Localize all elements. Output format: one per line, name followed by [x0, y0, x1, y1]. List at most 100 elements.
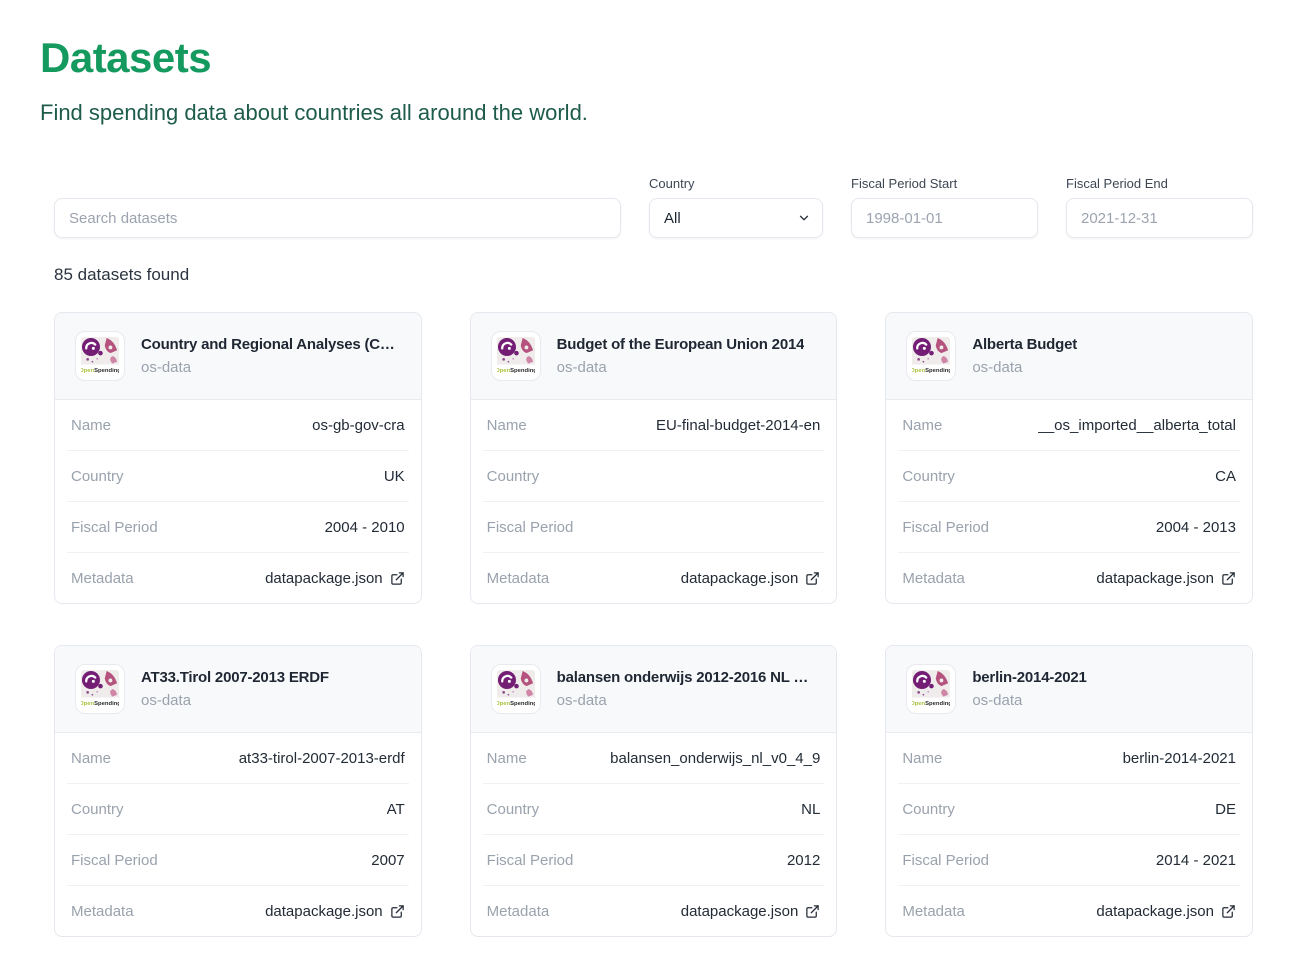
row-divider	[67, 501, 409, 502]
fiscal-period-row-label: Fiscal Period	[486, 851, 574, 869]
card-header: OpenSpending AT33.Tirol 2007-2013 ERDF o…	[55, 646, 421, 733]
external-link-icon	[1222, 571, 1235, 585]
dataset-owner: os-data	[141, 359, 192, 376]
dataset-title: AT33.Tirol 2007-2013 ERDF	[141, 669, 329, 686]
fiscal-period-row-label: Fiscal Period	[486, 518, 574, 536]
country-row: Country DE	[886, 784, 1252, 834]
row-divider	[67, 552, 409, 553]
dataset-name-value: berlin-2014-2021	[1122, 749, 1236, 767]
name-row: Name EU-final-budget-2014-en	[471, 400, 837, 450]
dataset-country-value: UK	[383, 467, 405, 485]
openspending-logo-icon: OpenSpending	[490, 331, 541, 381]
dataset-title: Country and Regional Analyses (CRA) - UK…	[141, 336, 401, 353]
name-row: Name os-gb-gov-cra	[55, 400, 421, 450]
row-divider	[898, 783, 1240, 784]
card-header: OpenSpending berlin-2014-2021 os-data	[886, 646, 1252, 733]
dataset-country-value: DE	[1215, 800, 1236, 818]
datapackage-link[interactable]: datapackage.json	[681, 570, 821, 587]
row-divider	[898, 501, 1240, 502]
datapackage-link-label: datapackage.json	[1096, 902, 1214, 920]
card-header: OpenSpending Alberta Budget os-data	[886, 313, 1252, 400]
openspending-logo-icon: OpenSpending	[75, 664, 125, 714]
row-divider	[67, 450, 409, 451]
dataset-name-value: balansen_onderwijs_nl_v0_4_9	[610, 749, 821, 767]
dataset-title: Budget of the European Union 2014	[556, 336, 805, 353]
fiscal-period-row: Fiscal Period	[471, 502, 837, 552]
metadata-row-label: Metadata	[902, 569, 965, 587]
name-row-label: Name	[486, 416, 527, 434]
row-divider	[482, 552, 825, 553]
name-row-label: Name	[902, 416, 943, 434]
card-body: Name os-gb-gov-cra Country UK Fiscal Per…	[55, 400, 421, 603]
metadata-row: Metadata datapackage.json	[886, 886, 1252, 936]
external-link-icon	[1222, 904, 1235, 918]
filter-bar: Country All Fiscal Period Start Fiscal P…	[54, 176, 1253, 238]
card-header: OpenSpending Country and Regional Analys…	[55, 313, 421, 400]
row-divider	[482, 501, 825, 502]
country-row: Country NL	[471, 784, 837, 834]
card-header: OpenSpending Budget of the European Unio…	[470, 313, 837, 400]
results-count: 85 datasets found	[54, 265, 190, 284]
fiscal-period-start-input[interactable]	[851, 198, 1038, 238]
page-title: Datasets	[40, 34, 212, 81]
fiscal-period-row: Fiscal Period 2004 - 2010	[55, 502, 421, 552]
datapackage-link[interactable]: datapackage.json	[681, 903, 821, 920]
external-link-icon	[390, 904, 404, 918]
metadata-row: Metadata datapackage.json	[55, 553, 421, 603]
page-subtitle: Find spending data about countries all a…	[40, 100, 588, 125]
metadata-row: Metadata datapackage.json	[55, 886, 421, 936]
metadata-row-label: Metadata	[486, 902, 550, 920]
dataset-card[interactable]: OpenSpending berlin-2014-2021 os-data Na…	[885, 645, 1253, 937]
svg-text:OpenSpending: OpenSpending	[912, 368, 950, 374]
country-row: Country CA	[886, 451, 1252, 501]
dataset-card[interactable]: OpenSpending AT33.Tirol 2007-2013 ERDF o…	[54, 645, 422, 937]
dataset-fiscal-period-value: 2012	[786, 851, 821, 869]
name-row-label: Name	[71, 416, 112, 434]
row-divider	[482, 450, 825, 451]
datapackage-link[interactable]: datapackage.json	[265, 903, 405, 920]
row-divider	[67, 885, 409, 886]
row-divider	[482, 783, 825, 784]
dataset-name-value: os-gb-gov-cra	[312, 416, 405, 434]
dataset-country-value: CA	[1215, 467, 1236, 485]
row-divider	[482, 834, 825, 835]
svg-text:OpenSpending: OpenSpending	[81, 368, 119, 374]
datapackage-link[interactable]: datapackage.json	[1096, 903, 1236, 920]
metadata-row-label: Metadata	[71, 902, 134, 920]
fiscal-period-row: Fiscal Period 2007	[55, 835, 421, 885]
dataset-card[interactable]: OpenSpending balansen onderwijs 2012-201…	[469, 645, 838, 937]
fiscal-period-row: Fiscal Period 2004 - 2013	[886, 502, 1252, 552]
dataset-title: Alberta Budget	[972, 336, 1078, 353]
datapackage-link[interactable]: datapackage.json	[1096, 570, 1236, 587]
fiscal-period-end-label: Fiscal Period End	[1066, 176, 1168, 191]
country-select[interactable]: All	[649, 198, 823, 238]
svg-text:OpenSpending: OpenSpending	[81, 701, 119, 707]
fiscal-period-row-label: Fiscal Period	[71, 851, 158, 869]
external-link-icon	[806, 571, 820, 585]
datapackage-link-label: datapackage.json	[265, 569, 383, 587]
name-row: Name berlin-2014-2021	[886, 733, 1252, 783]
openspending-logo-icon: OpenSpending	[490, 664, 541, 714]
search-input[interactable]	[54, 198, 621, 238]
datapackage-link[interactable]: datapackage.json	[265, 570, 405, 587]
dataset-owner: os-data	[141, 692, 192, 709]
dataset-card[interactable]: OpenSpending Budget of the European Unio…	[469, 312, 838, 604]
dataset-country-value: NL	[801, 800, 821, 818]
name-row: Name balansen_onderwijs_nl_v0_4_9	[471, 733, 837, 783]
country-row: Country UK	[55, 451, 421, 501]
dataset-title: berlin-2014-2021	[972, 669, 1087, 686]
metadata-row: Metadata datapackage.json	[471, 886, 837, 936]
card-body: Name EU-final-budget-2014-en Country Fis…	[471, 400, 837, 603]
card-body: Name berlin-2014-2021 Country DE Fiscal …	[886, 733, 1252, 936]
dataset-owner: os-data	[972, 359, 1023, 376]
dataset-owner: os-data	[972, 692, 1023, 709]
fiscal-period-end-input[interactable]	[1066, 198, 1253, 238]
dataset-name-value: at33-tirol-2007-2013-erdf	[238, 749, 405, 767]
row-divider	[482, 885, 825, 886]
openspending-logo-icon: OpenSpending	[75, 331, 125, 381]
metadata-row-label: Metadata	[902, 902, 965, 920]
external-link-icon	[806, 904, 820, 918]
dataset-card[interactable]: OpenSpending Country and Regional Analys…	[54, 312, 422, 604]
country-row-label: Country	[71, 800, 124, 818]
dataset-card[interactable]: OpenSpending Alberta Budget os-data Name…	[885, 312, 1253, 604]
